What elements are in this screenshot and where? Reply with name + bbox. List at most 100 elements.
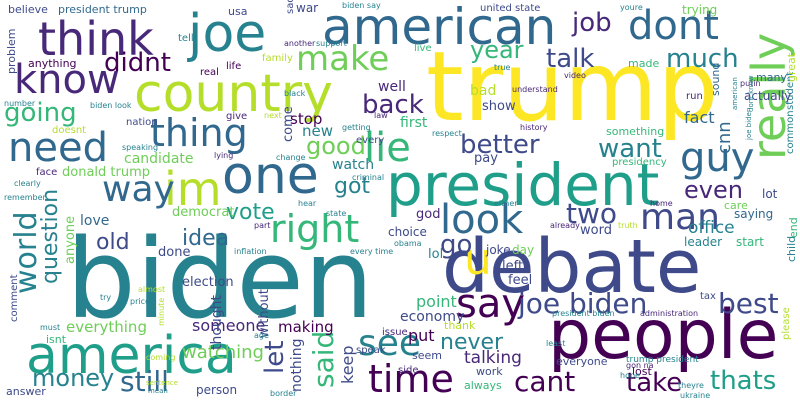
word-think: think: [38, 12, 154, 66]
word-great: great: [785, 52, 798, 82]
word-always: always: [464, 379, 502, 392]
word-new: new: [302, 122, 334, 140]
word-lot: lot: [762, 187, 778, 201]
word-mean: mean: [148, 387, 168, 395]
word-truth: truth: [618, 221, 638, 230]
word-family: family: [262, 53, 293, 64]
word-putin: putin: [740, 79, 761, 88]
word-give: give: [226, 111, 248, 122]
word-election: election: [182, 275, 234, 290]
word-theyre: theyre: [678, 381, 704, 390]
word-live: live: [414, 43, 432, 54]
word-youre: youre: [620, 3, 643, 12]
word-good: good: [306, 132, 366, 160]
word-real: real: [200, 67, 219, 78]
word-let: let: [260, 340, 290, 374]
word-debate: debate: [442, 224, 702, 310]
word-love: love: [80, 213, 110, 229]
word-actually: actually: [744, 89, 792, 103]
word-going: going: [4, 98, 77, 128]
word-joe-biden-small: joe biden: [745, 107, 753, 140]
word-democrat: democrat: [172, 205, 235, 220]
word-need: need: [8, 125, 108, 171]
word-hear: hear: [298, 199, 317, 208]
word-nothing: nothing: [289, 338, 305, 392]
word-president-trump: president trump: [58, 3, 147, 16]
word-pay: pay: [474, 151, 498, 166]
word-anyone: anyone: [63, 215, 78, 264]
word-ukraine: ukraine: [680, 391, 711, 400]
word-question: question: [38, 188, 63, 284]
word-lie: lie: [364, 125, 411, 171]
word-still: still: [120, 365, 169, 398]
word-side: side: [398, 365, 419, 376]
word-best: best: [718, 287, 779, 320]
word-president: president: [386, 151, 660, 219]
word-god: god: [416, 207, 441, 222]
word-sad: sad: [285, 0, 296, 14]
word-another: another: [284, 39, 316, 48]
word-understand: understand: [512, 85, 558, 94]
word-child: child: [785, 235, 798, 262]
word-right: right: [270, 207, 360, 251]
word-man: man: [640, 197, 720, 238]
word-biden-look: biden look: [90, 101, 132, 110]
word-remember: remember: [4, 193, 46, 202]
word-money: money: [32, 364, 115, 392]
word-run: run: [686, 91, 703, 102]
word-u: u: [464, 234, 492, 285]
word-want: want: [598, 134, 662, 164]
word-talk: talk: [546, 44, 595, 74]
word-seem: seem: [412, 349, 442, 362]
word-minute: minute: [157, 297, 166, 326]
word-thats: thats: [710, 366, 777, 396]
word-must: must: [40, 323, 61, 332]
word-united-state: united state: [480, 3, 541, 14]
word-something: something: [606, 125, 665, 138]
word-made: made: [628, 57, 660, 70]
word-comment: comment: [9, 274, 20, 322]
word-day: day: [512, 243, 535, 257]
word-state: state: [326, 209, 347, 218]
word-vote: vote: [226, 200, 275, 225]
word-leader: leader: [684, 235, 723, 249]
word-life: life: [226, 61, 242, 72]
word-tax: tax: [700, 291, 716, 302]
word-feel: feel: [508, 273, 533, 288]
word-said: said: [307, 330, 340, 388]
word-video: video: [564, 71, 586, 80]
word-almost: almost: [138, 285, 166, 294]
word-thought: thought: [209, 294, 225, 350]
word-got: got: [334, 174, 371, 199]
word-either: either: [494, 199, 518, 208]
word-joke: joke: [486, 243, 511, 257]
word-please: please: [781, 307, 792, 340]
word-trump-president: trump president: [626, 355, 699, 365]
word-already: already: [550, 221, 580, 230]
word-saying: saying: [734, 207, 774, 221]
word-year: year: [470, 36, 524, 64]
word-done: done: [158, 245, 191, 260]
word-word: word: [580, 223, 612, 238]
word-everything: everything: [66, 318, 147, 336]
word-talking: talking: [464, 348, 522, 368]
word-person: person: [196, 383, 238, 397]
word-old: old: [96, 230, 130, 255]
word-america: america: [26, 326, 237, 386]
word-joe: joe: [188, 4, 267, 64]
word-american: american: [322, 0, 557, 56]
word-next: next: [264, 111, 282, 120]
word-usa: usa: [228, 5, 248, 18]
word-economy: economy: [400, 309, 465, 325]
word-guy: guy: [680, 135, 755, 181]
word-make: make: [296, 39, 390, 79]
word-first: first: [400, 115, 428, 131]
word-obama: obama: [394, 239, 422, 248]
word-speaking: speaking: [122, 143, 159, 152]
word-sentence: sentence: [146, 379, 179, 387]
word-trump: trump: [426, 31, 719, 143]
word-change: change: [276, 153, 306, 162]
word-put: put: [408, 326, 435, 345]
word-didnt: didnt: [104, 48, 171, 78]
